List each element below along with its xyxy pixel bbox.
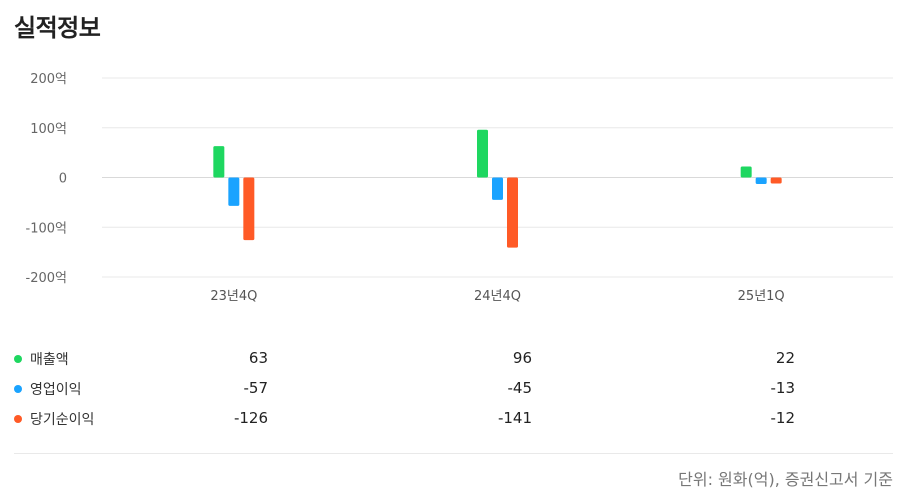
- x-tick-label: 23년4Q: [210, 289, 257, 304]
- bar: [770, 177, 782, 184]
- bar: [492, 177, 503, 200]
- y-tick-label: -200억: [26, 271, 67, 286]
- divider: [14, 453, 893, 454]
- bar: [213, 146, 225, 178]
- x-tick-label: 24년4Q: [474, 289, 521, 304]
- bar: [477, 129, 488, 178]
- net-legend-dot: [14, 415, 22, 423]
- table-cell: -126: [233, 409, 268, 427]
- row-label: 매출액: [30, 352, 69, 368]
- y-tick-label: -100억: [26, 221, 67, 236]
- bar: [740, 166, 752, 178]
- y-tick-label: 100억: [30, 122, 67, 137]
- table-cell: 96: [512, 349, 532, 367]
- table-row-net-income: 당기순이익 -126 -141 -12: [12, 405, 892, 435]
- bar: [755, 177, 767, 184]
- table-row-sales: 매출액 63 96 22: [12, 345, 892, 375]
- y-tick-label: 200억: [30, 72, 67, 87]
- row-label: 영업이익: [30, 382, 82, 398]
- x-tick-label: 25년1Q: [738, 289, 785, 304]
- unit-footnote: 단위: 원화(억), 증권신고서 기준: [678, 470, 893, 489]
- data-table: 매출액 63 96 22 영업이익 -57 -45 -13 당기순이익 -126…: [12, 345, 892, 435]
- section-title: 실적정보: [14, 14, 101, 42]
- table-cell: -13: [770, 379, 796, 397]
- table-cell: -57: [243, 379, 269, 397]
- bar: [507, 177, 518, 248]
- y-tick-label: 0: [59, 172, 67, 187]
- sales-legend-dot: [14, 355, 22, 363]
- table-cell: -12: [770, 409, 796, 427]
- row-label: 당기순이익: [30, 412, 95, 428]
- table-cell: 22: [775, 349, 795, 367]
- table-cell: 63: [248, 349, 268, 367]
- table-cell: -141: [497, 409, 532, 427]
- bar: [228, 177, 240, 206]
- op-legend-dot: [14, 385, 22, 393]
- bar: [243, 177, 255, 241]
- performance-bar-chart: 200억 100억 0 -100억 -200억 23년4Q 24년4Q 25년1Q: [26, 72, 893, 304]
- table-cell: -45: [507, 379, 533, 397]
- table-row-operating-profit: 영업이익 -57 -45 -13: [12, 375, 892, 405]
